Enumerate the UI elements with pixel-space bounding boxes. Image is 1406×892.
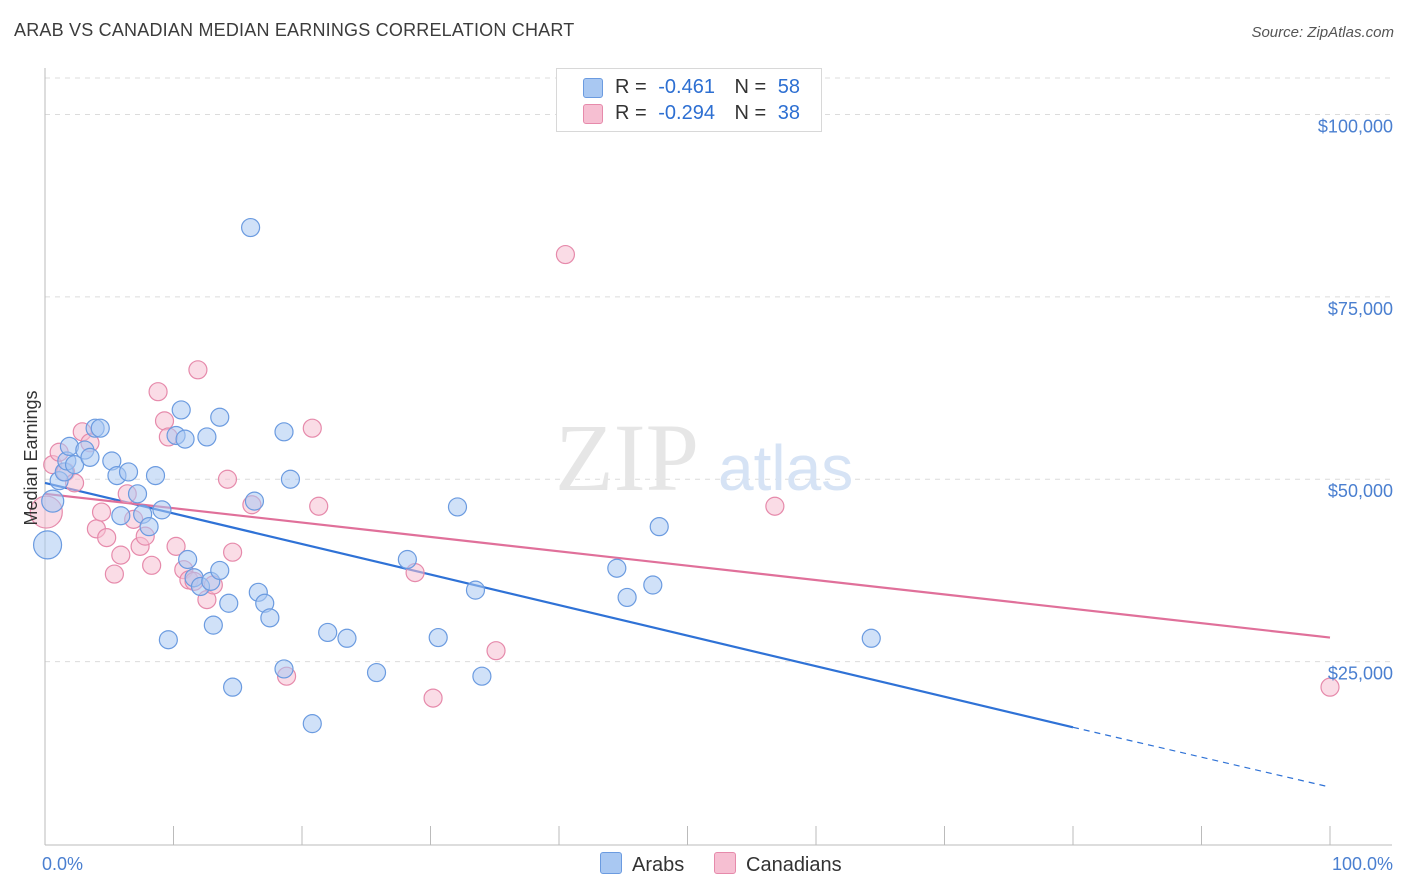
- arabs-point: [366, 662, 387, 683]
- arabs-point: [274, 422, 294, 442]
- arabs-point: [178, 549, 198, 570]
- canadians-legend-swatch: [714, 852, 736, 874]
- arabs-points: [32, 217, 881, 734]
- canadians-point: [223, 542, 243, 562]
- legend-r-label: R =: [615, 102, 647, 124]
- canadians-trend-line: [44, 492, 1331, 639]
- canadians-point: [1320, 677, 1340, 697]
- legend-n-label: N =: [734, 76, 767, 98]
- canadians-point: [142, 555, 162, 575]
- arabs-legend-swatch: [600, 852, 622, 874]
- arabs-point: [617, 587, 637, 608]
- arabs-point: [607, 558, 627, 578]
- arabs-point: [643, 575, 663, 595]
- arabs-point: [428, 627, 448, 648]
- arabs-point: [465, 580, 486, 600]
- arabs-point: [145, 465, 166, 486]
- arabs-point: [32, 530, 63, 560]
- canadians-point: [302, 418, 322, 438]
- arabs-point: [111, 506, 131, 526]
- arabs-point: [80, 447, 100, 467]
- bottom-legend-arabs: Arabs: [600, 852, 684, 877]
- legend-r-label: R =: [615, 76, 647, 98]
- arabs-point: [337, 628, 357, 648]
- arabs-point: [210, 407, 230, 427]
- canadians-point: [188, 360, 208, 380]
- source-label: Source: ZipAtlas.com: [1251, 24, 1394, 41]
- canadians-point: [97, 527, 117, 548]
- legend-n-label: N =: [734, 102, 767, 124]
- canadians-swatch: [583, 104, 603, 124]
- canadians-point: [555, 244, 576, 265]
- legend-n-value: 58: [777, 76, 801, 98]
- arabs-point: [241, 217, 261, 238]
- canadians-points: [29, 244, 1340, 708]
- arabs-point: [152, 500, 172, 520]
- canadians-point: [423, 688, 443, 708]
- arabs-trend-line: [44, 481, 1074, 729]
- arabs-trend-extension: [1072, 726, 1331, 788]
- arabs-point: [210, 560, 230, 581]
- arabs-point: [203, 615, 223, 635]
- legend-n-value: 38: [777, 102, 801, 124]
- arabs-point: [861, 628, 881, 648]
- grid-lines: [45, 77, 1392, 663]
- arabs-swatch: [583, 78, 603, 98]
- arabs-point: [127, 484, 148, 504]
- watermark-atlas: atlas: [718, 432, 853, 504]
- legend-r-value: -0.461: [658, 76, 715, 98]
- arabs-point: [302, 714, 322, 734]
- axes: [44, 68, 1392, 846]
- arabs-legend-label: Arabs: [632, 854, 685, 876]
- x-tick-label: 0.0%: [42, 854, 83, 874]
- canadians-point: [217, 469, 238, 489]
- canadians-point: [148, 382, 168, 402]
- canadians-legend-label: Canadians: [746, 854, 842, 876]
- canadians-point: [104, 564, 124, 584]
- legend-box: R = -0.461 N = 58 R = -0.294 N = 38: [556, 68, 822, 132]
- canadians-point: [91, 502, 112, 522]
- watermark-zip: ZIP: [555, 404, 699, 511]
- arabs-point: [64, 455, 85, 475]
- canadians-point: [166, 536, 186, 556]
- arabs-point: [260, 608, 280, 628]
- canadians-point: [486, 641, 506, 661]
- bottom-legend-canadians: Canadians: [714, 852, 842, 877]
- y-tick-label: $50,000: [1328, 481, 1393, 501]
- chart-title: ARAB VS CANADIAN MEDIAN EARNINGS CORRELA…: [14, 20, 575, 40]
- trend-lines: [44, 481, 1331, 788]
- canadians-point: [111, 545, 131, 565]
- arabs-point: [197, 427, 217, 447]
- arabs-point: [472, 666, 492, 686]
- arabs-point: [158, 630, 178, 650]
- tick-labels: $25,000 $50,000 $75,000 $100,000 0.0% 100.0%: [42, 116, 1393, 874]
- arabs-point: [649, 517, 669, 537]
- arabs-point: [139, 517, 159, 537]
- arabs-point: [41, 489, 65, 513]
- canadians-point: [154, 411, 175, 431]
- legend-r-value: -0.294: [658, 102, 715, 124]
- arabs-point: [280, 469, 301, 489]
- arabs-point: [318, 622, 338, 643]
- canadians-point: [309, 496, 329, 516]
- arabs-point: [175, 429, 195, 449]
- arabs-point: [274, 659, 294, 679]
- arabs-point: [219, 593, 239, 613]
- arabs-point: [90, 418, 110, 438]
- y-axis-label: Median Earnings: [21, 390, 41, 525]
- x-tick-label: 100.0%: [1332, 854, 1393, 874]
- canadians-point: [765, 496, 785, 516]
- y-tick-label: $25,000: [1328, 664, 1393, 684]
- arabs-point: [397, 549, 417, 570]
- y-tick-label: $100,000: [1318, 116, 1393, 136]
- arabs-point: [244, 491, 265, 511]
- arabs-point: [223, 677, 243, 697]
- y-tick-label: $75,000: [1328, 299, 1393, 319]
- arabs-point: [171, 400, 191, 420]
- arabs-point: [118, 462, 139, 482]
- arabs-point: [447, 497, 468, 517]
